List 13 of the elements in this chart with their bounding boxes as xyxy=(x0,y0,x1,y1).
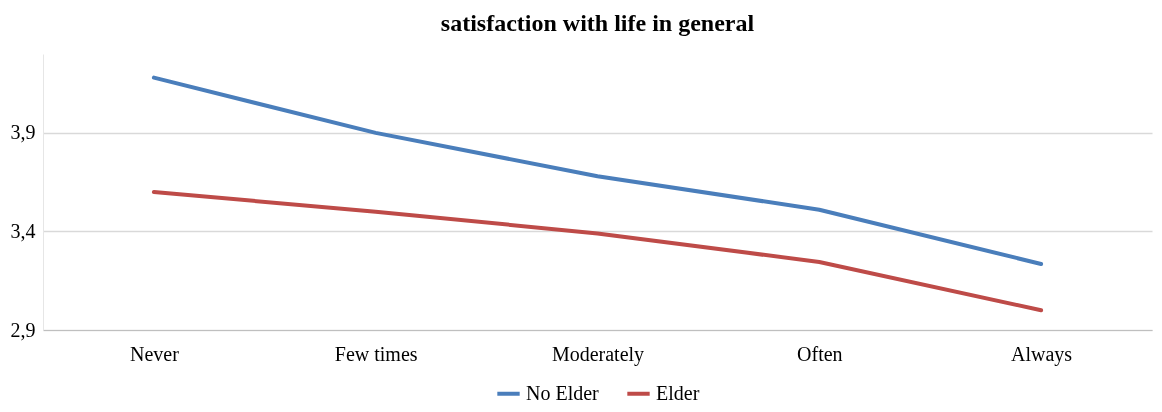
x-tick-label: Never xyxy=(129,342,180,365)
y-tick-label: 2,9 xyxy=(10,318,36,341)
line-series xyxy=(151,190,1044,313)
x-tick-label: Often xyxy=(797,342,843,365)
x-tick-label: Always xyxy=(1011,342,1073,366)
x-tick-label: Few times xyxy=(334,342,418,365)
legend-label: No Elder xyxy=(526,381,600,404)
y-tick-label: 3,9 xyxy=(10,121,36,144)
chart-title: satisfaction with life in general xyxy=(440,10,755,36)
line-series xyxy=(151,75,1044,266)
x-tick-label: Moderately xyxy=(551,342,645,366)
y-tick-label: 3,4 xyxy=(10,219,36,242)
legend-label: Elder xyxy=(656,381,700,404)
